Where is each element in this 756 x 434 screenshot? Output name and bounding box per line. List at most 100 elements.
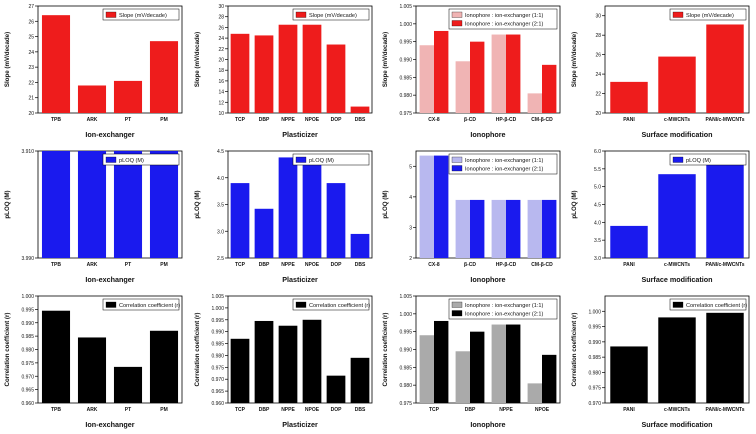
x-tick-label: NPOE [305, 117, 320, 123]
y-tick-label: 26 [218, 25, 224, 31]
y-tick-label: 14 [218, 90, 224, 96]
y-axis-label: pLOQ (M) [382, 190, 389, 218]
bar-TPB-0 [41, 310, 71, 403]
x-tick-label: NPOE [305, 407, 320, 413]
y-axis-label: Correlation coefficient (r) [382, 313, 389, 387]
legend-swatch [451, 301, 463, 308]
x-tick-label: PANI [623, 262, 635, 268]
x-tick-label: TCP [429, 407, 440, 413]
bar-β-CD-0 [455, 61, 470, 113]
y-tick-label: 23 [28, 65, 34, 71]
legend-swatch [295, 301, 307, 308]
bar-ARK-0 [77, 151, 107, 258]
legend-box [102, 298, 180, 311]
bar-NPOE-0 [527, 383, 542, 403]
legend: pLOQ (M) [669, 153, 747, 166]
x-tick-label: CX-8 [428, 117, 440, 123]
x-tick-label: NPPE [499, 407, 513, 413]
chart-9: 0.960 0.965 0.970 0.975 0.980 0.985 0.990 0.995… [194, 294, 373, 429]
legend-label: Slope (mV/decade) [119, 13, 167, 19]
y-tick-label: 0.975 [588, 386, 601, 392]
y-tick-label: 4.0 [594, 220, 601, 226]
x-tick-label: DOP [331, 117, 343, 123]
x-tick-label: DBP [259, 117, 270, 123]
bar-DOP-0 [326, 44, 346, 113]
y-tick-label: 4.0 [217, 176, 224, 182]
x-axis-label: Surface modification [641, 275, 712, 284]
bar-CX-8-0 [419, 45, 434, 113]
y-tick-label: 1.000 [21, 294, 34, 300]
legend: Ionophore : ion-exchanger (1:1) Ionophore… [448, 8, 558, 30]
y-tick-label: 0.980 [21, 348, 34, 354]
legend-swatch [672, 11, 684, 18]
legend-swatch [672, 156, 684, 163]
y-tick-label: 30 [218, 4, 224, 10]
bar-DOP-0 [326, 183, 346, 258]
x-tick-label: c-MWCNTs [664, 117, 690, 123]
legend-swatch [672, 301, 684, 308]
x-tick-label: PANI/c-MWCNTs [706, 407, 745, 413]
x-axis-label: Surface modification [641, 130, 712, 139]
bar-HP-β-CD-1 [506, 34, 521, 113]
y-tick-label: 22 [28, 80, 34, 86]
y-tick-label: 20 [28, 111, 34, 117]
bar-DBP-0 [455, 351, 470, 403]
y-tick-label: 0.995 [399, 330, 412, 336]
x-tick-label: CX-8 [428, 262, 440, 268]
plot-frame [227, 150, 373, 259]
x-axis-label: Ionophore [470, 275, 505, 284]
y-tick-label: 25 [28, 35, 34, 41]
y-tick-label: 0.970 [588, 401, 601, 407]
y-tick-label: 22 [218, 47, 224, 53]
bar-NPOE-0 [302, 157, 322, 258]
x-tick-label: c-MWCNTs [664, 407, 690, 413]
x-tick-label: HP-β-CD [496, 262, 517, 268]
chart-11: 0.970 0.975 0.980 0.985 0.990 0.995 1.000 Corre… [571, 295, 750, 429]
legend: Correlation coefficient (r) [102, 298, 180, 311]
x-tick-label: DBP [259, 407, 270, 413]
legend-label: pLOQ (M) [119, 158, 144, 164]
y-tick-label: 24 [28, 50, 34, 56]
legend-box [102, 8, 180, 21]
x-tick-label: PM [160, 262, 168, 268]
y-tick-label: 24 [595, 72, 601, 78]
y-tick-label: 3.0 [594, 256, 601, 262]
y-tick-label: 12 [218, 100, 224, 106]
y-tick-label: 3.5 [217, 203, 224, 209]
y-tick-label: 10 [218, 111, 224, 117]
legend-swatch [451, 165, 463, 172]
y-axis-label: Correlation coefficient (r) [4, 313, 11, 387]
bar-PT-0 [113, 366, 143, 403]
legend: Slope (mV/decade) [292, 8, 370, 21]
bar-PM-0 [149, 41, 179, 113]
y-tick-label: 1.005 [399, 4, 412, 10]
bar-ARK-0 [77, 337, 107, 403]
y-tick-label: 21 [28, 96, 34, 102]
legend-label: Correlation coefficient (r) [119, 303, 180, 309]
bar-DBS-0 [350, 106, 370, 113]
x-tick-label: DOP [331, 407, 343, 413]
y-axis-label: Correlation coefficient (r) [571, 313, 578, 387]
bar-NPPE-0 [278, 157, 298, 258]
bar-DBP-0 [254, 208, 274, 258]
y-tick-label: 0.960 [21, 401, 34, 407]
bar-DBP-1 [470, 331, 485, 403]
x-axis-label: Plasticizer [282, 420, 318, 429]
y-tick-label: 0.965 [211, 389, 224, 395]
chart-0: 20 21 22 23 24 25 26 27 Slope (mV/decade) TPB ARK P… [4, 4, 183, 139]
bar-DBP-0 [254, 320, 274, 403]
y-tick-label: 0.990 [588, 340, 601, 346]
y-tick-label: 0.980 [399, 93, 412, 99]
y-tick-label: 28 [218, 15, 224, 21]
legend-label: pLOQ (M) [309, 158, 334, 164]
y-tick-label: 0.990 [399, 348, 412, 354]
bar-DBS-0 [350, 357, 370, 403]
bar-TCP-0 [419, 335, 434, 403]
bar-CX-8-1 [434, 30, 449, 113]
legend: Slope (mV/decade) [102, 8, 180, 21]
x-tick-label: NPPE [281, 117, 295, 123]
bar-NPPE-1 [506, 324, 521, 403]
bar-CM-β-CD-1 [542, 199, 557, 258]
chart-1: 10 12 14 16 18 20 22 24 26 28 30 Slope (mV/decade) T… [194, 4, 373, 139]
bar-CM-β-CD-0 [527, 93, 542, 113]
